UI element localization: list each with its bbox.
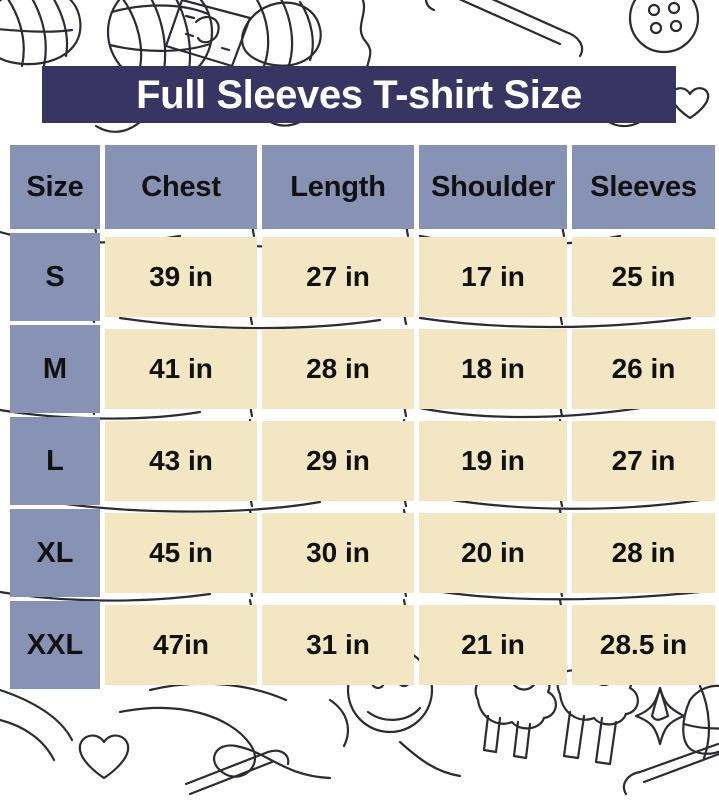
thread-squiggle: [398, 740, 462, 778]
cell-sleeves: 26 in: [572, 329, 715, 409]
column-header-length: Length: [262, 145, 414, 229]
cell-shoulder: 20 in: [419, 513, 567, 593]
knitting-needle-icon: [184, 749, 290, 796]
knitting-needle-icon: [424, 0, 584, 58]
row-size-label: XL: [10, 509, 100, 597]
cell-chest: 39 in: [105, 237, 257, 317]
title-banner: Full Sleeves T-shirt Size: [42, 66, 676, 123]
cell-length: 30 in: [262, 513, 414, 593]
cell-sleeves: 27 in: [572, 421, 715, 501]
column-header-shoulder: Shoulder: [419, 145, 567, 229]
thread-squiggle: [418, 406, 642, 419]
cell-chest: 41 in: [105, 329, 257, 409]
yarn-ball-icon: [0, 0, 82, 68]
thread-squiggle: [418, 316, 692, 329]
table-row: M 41 in 28 in 18 in 26 in: [0, 325, 719, 413]
size-chart-table: Size Chest Length Shoulder Sleeves S 39 …: [0, 145, 719, 689]
thread-squiggle: [94, 120, 142, 133]
table-header-row: Size Chest Length Shoulder Sleeves: [0, 145, 719, 229]
column-header-size: Size: [10, 145, 100, 229]
thread-squiggle: [438, 496, 702, 510]
cell-sleeves: 28 in: [572, 513, 715, 593]
thread-squiggle: [428, 588, 702, 601]
heart-icon: [78, 734, 130, 780]
sparkle-icon: [634, 686, 686, 746]
cell-sleeves: 25 in: [572, 237, 715, 317]
cell-shoulder: 18 in: [419, 329, 567, 409]
cell-shoulder: 19 in: [419, 421, 567, 501]
thread-squiggle: [0, 688, 74, 742]
cell-sleeves: 28.5 in: [572, 605, 715, 685]
button-icon: [628, 0, 700, 54]
table-row: L 43 in 29 in 19 in 27 in: [0, 417, 719, 505]
page-title: Full Sleeves T-shirt Size: [136, 72, 582, 117]
column-header-sleeves: Sleeves: [572, 145, 715, 229]
crochet-hook-icon: [622, 742, 719, 796]
table-row: XL 45 in 30 in 20 in 28 in: [0, 509, 719, 597]
cell-length: 27 in: [262, 237, 414, 317]
cell-length: 28 in: [262, 329, 414, 409]
row-size-label: S: [10, 233, 100, 321]
row-size-label: L: [10, 417, 100, 505]
cell-shoulder: 21 in: [419, 605, 567, 685]
row-size-label: M: [10, 325, 100, 413]
row-size-label: XXL: [10, 601, 100, 689]
cell-shoulder: 17 in: [419, 237, 567, 317]
thread-squiggle: [0, 408, 202, 420]
yarn-ball-icon: [241, 0, 322, 70]
thread-squiggle: [328, 698, 349, 748]
cell-length: 29 in: [262, 421, 414, 501]
thread-squiggle: [118, 316, 382, 330]
yarn-ball-icon: [682, 684, 719, 760]
cell-chest: 43 in: [105, 421, 257, 501]
cell-chest: 47in: [105, 605, 257, 685]
cell-chest: 45 in: [105, 513, 257, 593]
table-row: XXL 47in 31 in 21 in 28.5 in: [0, 601, 719, 689]
cell-length: 31 in: [262, 605, 414, 685]
column-header-chest: Chest: [105, 145, 257, 229]
thread-squiggle: [0, 718, 56, 762]
table-row: S 39 in 27 in 17 in 25 in: [0, 233, 719, 321]
